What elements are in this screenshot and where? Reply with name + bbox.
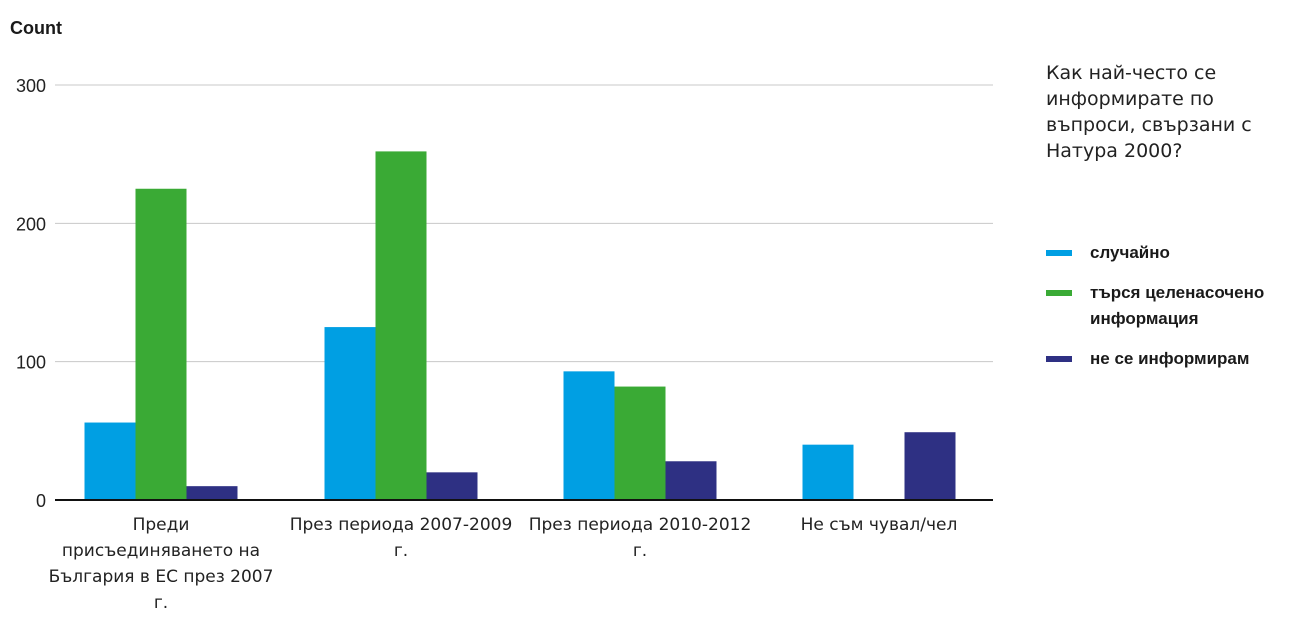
bar[interactable] (563, 371, 615, 500)
bar[interactable] (904, 432, 956, 500)
legend-title: Как най-често се информирате по въпроси,… (1046, 62, 1252, 162)
legend-item-tarsya[interactable]: търся целенасочено информация (1046, 280, 1304, 332)
legend-item-ne-se-informiram[interactable]: не се информирам (1046, 346, 1304, 372)
bar[interactable] (375, 151, 427, 500)
bar[interactable] (802, 444, 854, 500)
y-tick-label: 100 (16, 353, 46, 373)
bar[interactable] (84, 422, 136, 500)
legend-swatch (1046, 250, 1072, 256)
legend-label: не се информирам (1090, 349, 1250, 368)
legend-item-sluchaino[interactable]: случайно (1046, 240, 1304, 266)
bar[interactable] (135, 188, 187, 500)
legend-label: търся целенасочено информация (1090, 283, 1265, 328)
bar[interactable] (665, 461, 717, 500)
bar[interactable] (186, 486, 238, 500)
legend-swatch (1046, 356, 1072, 362)
y-axis-label: Count (10, 18, 62, 38)
legend-swatch (1046, 290, 1072, 296)
y-tick-label: 0 (36, 491, 46, 511)
x-tick-label: През периода 2007-2009 г. (289, 515, 513, 561)
x-tick-label: Преди присъединяването на България в ЕС … (48, 515, 274, 613)
y-tick-label: 200 (16, 214, 46, 234)
bar[interactable] (614, 386, 666, 500)
x-tick-label: Не съм чувал/чел (800, 515, 958, 535)
bar[interactable] (324, 327, 376, 500)
legend: случайно търся целенасочено информация н… (1046, 240, 1304, 386)
bar[interactable] (426, 472, 478, 500)
y-tick-label: 300 (16, 76, 46, 96)
legend-label: случайно (1090, 243, 1170, 262)
x-tick-label: През периода 2010-2012 г. (528, 515, 752, 561)
